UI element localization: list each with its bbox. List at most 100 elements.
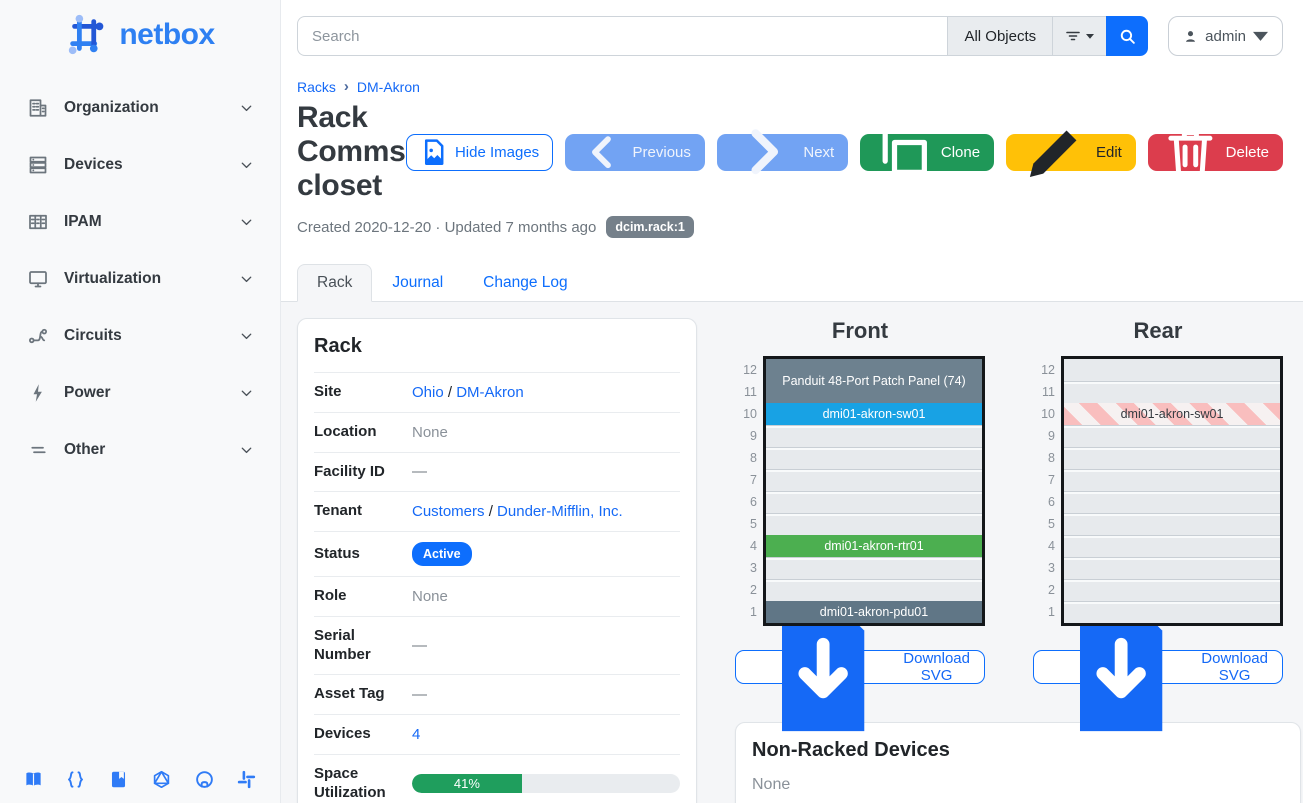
field-empty-value: None	[412, 423, 448, 441]
breadcrumb-link-racks[interactable]: Racks	[297, 78, 336, 95]
code-braces-icon[interactable]	[66, 770, 85, 789]
rack-device-dmi01-akron-sw01[interactable]: dmi01-akron-sw01	[766, 403, 982, 425]
rack-slot-u5	[1064, 513, 1280, 535]
search-group: All Objects	[297, 16, 1149, 56]
previous-button[interactable]: Previous	[565, 133, 705, 171]
field-value: Customers / Dunder-Mifflin, Inc.	[412, 503, 623, 521]
search-submit-button[interactable]	[1106, 16, 1149, 56]
monitor-icon	[28, 269, 48, 289]
non-racked-title: Non-Racked Devices	[752, 739, 950, 761]
chevron-down-icon	[239, 329, 254, 344]
download-svg-button-front[interactable]: Download SVG	[735, 603, 985, 731]
unit-numbers: 12 11 10 9 8 7 6 5 4 3 2 1	[1033, 356, 1055, 626]
field-value: —	[410, 461, 680, 482]
field-value: Active	[410, 540, 680, 568]
next-button-label: Next	[803, 143, 835, 161]
field-value: —	[410, 635, 680, 656]
devices-count-link[interactable]: 4	[412, 725, 421, 743]
unit-number: 6	[1048, 495, 1055, 509]
unit-number: 6	[750, 495, 757, 509]
sidebar-item-other[interactable]: Other	[14, 430, 266, 470]
building-icon	[28, 98, 48, 118]
field-row-status: Status Active	[314, 531, 680, 576]
field-empty-value: —	[412, 686, 427, 704]
tab-rack[interactable]: Rack	[297, 264, 373, 302]
field-row-role: Role None	[314, 576, 680, 616]
field-label: Location	[314, 422, 377, 440]
person-icon	[1186, 30, 1196, 42]
sidebar-item-circuits[interactable]: Circuits	[14, 316, 266, 356]
chevron-down-icon	[239, 272, 254, 287]
rack-slot-u8	[766, 447, 982, 469]
field-label: Site	[314, 383, 342, 400]
user-menu-button[interactable]: admin	[1168, 16, 1283, 56]
next-button[interactable]: Next	[716, 129, 849, 175]
rack-device-dmi01-akron-sw01[interactable]: dmi01-akron-sw01	[1064, 403, 1280, 425]
rack-elevation-rear: Rear 12 11 10 9 8 7 6 5 4 3 2 1 dmi01-akron-sw01 Downl…	[1033, 318, 1283, 731]
unit-numbers: 12 11 10 9 8 7 6 5 4 3 2 1	[735, 356, 757, 626]
rack-fields-table: Site Ohio / DM-Akron Location None Facility …	[314, 372, 680, 803]
unit-number: 11	[744, 385, 757, 399]
field-row-space-utilization: Space Utilization 41%	[314, 753, 680, 803]
field-row-devices: Devices 4	[314, 714, 680, 754]
sidebar-item-label: Circuits	[64, 327, 122, 344]
sidebar-item-devices[interactable]: Devices	[14, 145, 266, 185]
netbox-logo-text: netbox	[119, 18, 215, 51]
netbox-logo-icon	[69, 14, 104, 55]
field-row-site: Site Ohio / DM-Akron	[314, 372, 680, 412]
unit-number: 8	[1048, 451, 1055, 465]
rack-slot-u2	[766, 579, 982, 601]
link-ohio[interactable]: Ohio	[412, 383, 444, 401]
rack-slot-u11	[1064, 381, 1280, 403]
download-svg-button-rear[interactable]: Download SVG	[1033, 603, 1283, 731]
ipam-grid-icon	[28, 212, 48, 232]
unit-number: 12	[1041, 363, 1055, 377]
sidebar-item-power[interactable]: Power	[14, 373, 266, 413]
search-filter-button[interactable]	[1052, 16, 1107, 56]
edit-button[interactable]: Edit	[1006, 130, 1136, 177]
power-bolt-icon	[28, 383, 48, 403]
unit-number: 2	[750, 583, 757, 597]
field-label: Serial Number	[314, 626, 371, 663]
search-input[interactable]	[297, 16, 948, 56]
search-icon	[1120, 29, 1135, 44]
page-title: Rack Comms closet	[297, 101, 406, 202]
field-label: Space Utilization	[314, 764, 386, 801]
rack-device-panduit-48-port-patch-panel-74[interactable]: Panduit 48-Port Patch Panel (74)	[766, 359, 982, 403]
sidebar-item-label: Power	[64, 384, 111, 401]
sidebar-item-organization[interactable]: Organization	[14, 88, 266, 128]
search-scope-button[interactable]: All Objects	[947, 16, 1053, 56]
clone-button[interactable]: Clone	[860, 128, 995, 176]
unit-number: 9	[750, 429, 757, 443]
github-icon[interactable]	[195, 770, 214, 789]
image-file-icon	[420, 138, 448, 166]
delete-button[interactable]: Delete	[1147, 129, 1283, 177]
link-dunder-mifflin-inc[interactable]: Dunder-Mifflin, Inc.	[497, 503, 623, 521]
rack-device-dmi01-akron-pdu01[interactable]: dmi01-akron-pdu01	[766, 601, 982, 623]
slack-icon[interactable]	[237, 770, 256, 789]
field-empty-value: —	[412, 463, 427, 481]
chevron-down-icon	[239, 443, 254, 458]
sidebar-item-label: Devices	[64, 156, 123, 173]
field-label: Facility ID	[314, 462, 385, 480]
rack-details-panel: Rack Site Ohio / DM-Akron Location None Faci…	[297, 318, 697, 803]
breadcrumb-link-dm-akron[interactable]: DM-Akron	[356, 78, 420, 95]
link-customers[interactable]: Customers	[412, 503, 485, 521]
unit-number: 7	[750, 473, 757, 487]
tab-journal[interactable]: Journal	[392, 274, 444, 291]
book-icon[interactable]	[24, 770, 43, 789]
tab-content: Rack Site Ohio / DM-Akron Location None Faci…	[281, 302, 1303, 803]
unit-number: 8	[750, 451, 757, 465]
sidebar-item-label: IPAM	[64, 213, 102, 230]
rack-device-dmi01-akron-rtr01[interactable]: dmi01-akron-rtr01	[766, 535, 982, 557]
tab-change-log[interactable]: Change Log	[483, 274, 568, 291]
unit-number: 4	[1048, 539, 1055, 553]
graphql-icon[interactable]	[152, 770, 171, 789]
link-dm-akron[interactable]: DM-Akron	[456, 383, 524, 401]
hide-images-button[interactable]: Hide Images	[405, 133, 554, 171]
sidebar-item-virtualization[interactable]: Virtualization	[14, 259, 266, 299]
field-label: Role	[314, 587, 347, 604]
sidebar-item-ipam[interactable]: IPAM	[14, 202, 266, 242]
journal-icon[interactable]	[109, 770, 128, 789]
netbox-logo[interactable]: netbox	[0, 12, 280, 58]
